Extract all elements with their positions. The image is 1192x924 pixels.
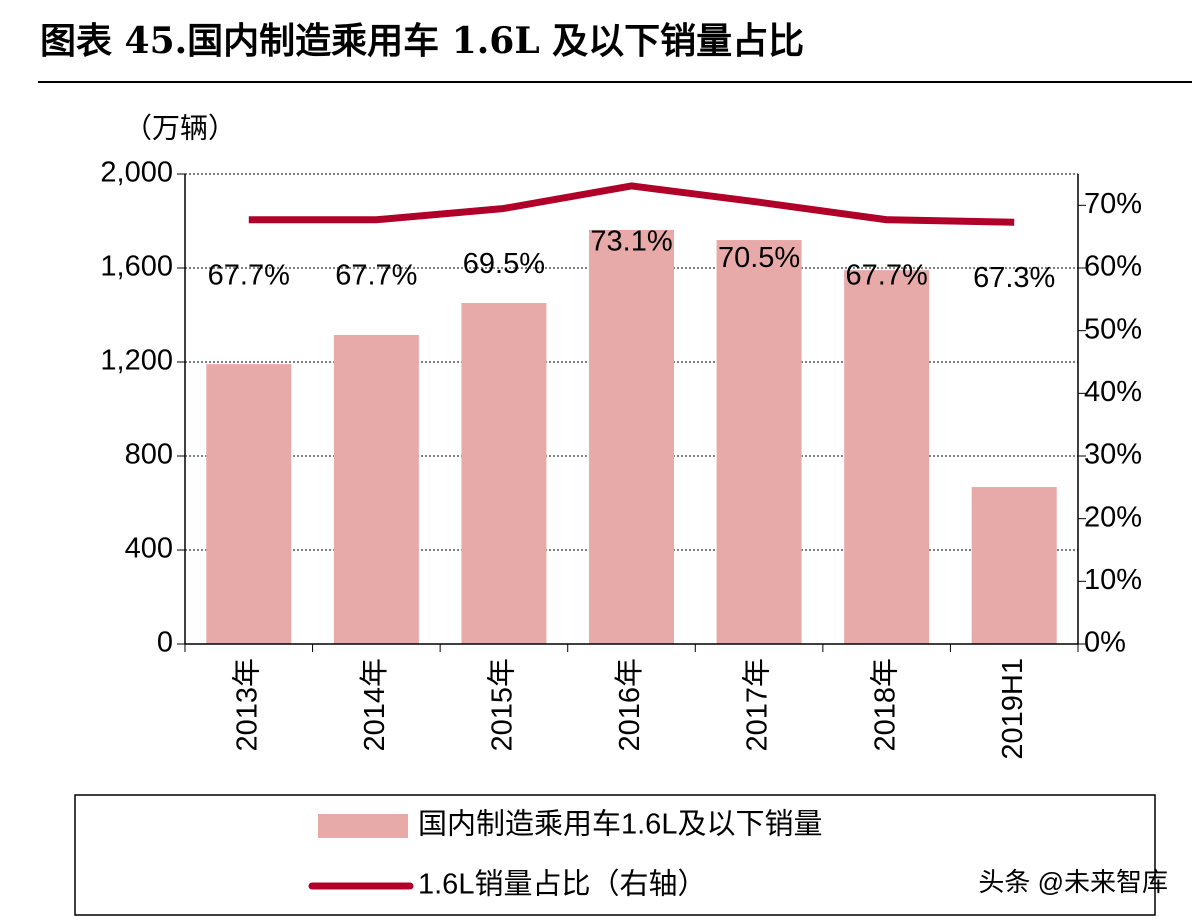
y2-tick-label: 70% <box>1084 188 1142 220</box>
x-tick-label: 2017年 <box>741 658 774 752</box>
legend-label: 1.6L销量占比（右轴） <box>418 868 706 901</box>
data-label: 69.5% <box>463 248 545 280</box>
bar <box>844 270 930 644</box>
legend-box <box>74 794 1156 916</box>
x-tick-label: 2019H1 <box>997 658 1029 760</box>
y2-tick-label: 60% <box>1084 251 1142 283</box>
y-tick-label: 2,000 <box>100 157 173 189</box>
bar <box>206 364 292 644</box>
x-tick-label: 2016年 <box>613 658 646 752</box>
y2-tick-label: 10% <box>1084 564 1142 596</box>
y-tick-label: 400 <box>125 533 173 565</box>
y-tick-label: 1,200 <box>100 345 173 377</box>
y-axis-unit: （万辆） <box>124 112 236 145</box>
bar <box>971 487 1057 644</box>
legend-swatch <box>318 814 408 838</box>
y2-tick-label: 0% <box>1084 627 1126 659</box>
x-tick-label: 2015年 <box>486 658 519 752</box>
y2-tick-label: 40% <box>1084 376 1142 408</box>
y2-tick-label: 50% <box>1084 313 1142 345</box>
data-label: 67.7% <box>846 259 928 291</box>
y-tick-label: 1,600 <box>100 251 173 283</box>
bar <box>333 334 419 644</box>
line <box>248 182 1015 226</box>
legend-label: 国内制造乘用车1.6L及以下销量 <box>418 808 822 841</box>
bar <box>461 303 547 644</box>
chart-title: 图表 45.国内制造乘用车 1.6L 及以下销量占比 <box>40 20 804 62</box>
data-label: 67.7% <box>208 259 290 291</box>
y2-tick-label: 20% <box>1084 501 1142 533</box>
data-label: 70.5% <box>718 242 800 274</box>
y2-tick-label: 30% <box>1084 439 1142 471</box>
bar <box>589 229 674 644</box>
data-label: 67.7% <box>335 259 417 291</box>
x-tick-label: 2013年 <box>230 658 263 752</box>
y-tick-label: 800 <box>125 439 173 471</box>
x-tick-label: 2018年 <box>868 658 901 752</box>
data-label: 67.3% <box>973 262 1055 294</box>
watermark: 头条 @未来智库 <box>978 867 1168 897</box>
data-label: 73.1% <box>590 226 672 258</box>
x-tick-label: 2014年 <box>358 658 391 752</box>
bar <box>716 240 802 644</box>
y-tick-label: 0 <box>157 627 173 659</box>
